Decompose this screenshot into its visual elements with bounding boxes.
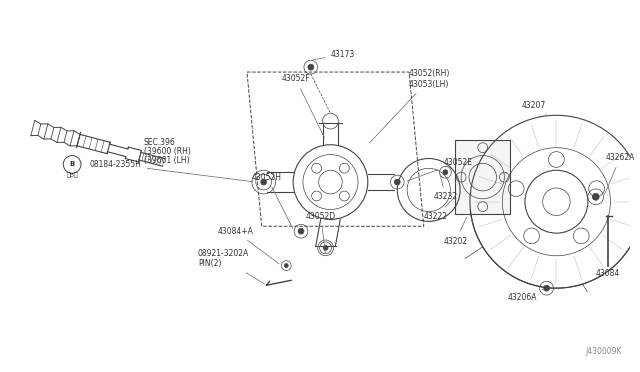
Circle shape	[260, 179, 267, 185]
Text: 43207: 43207	[522, 101, 547, 115]
Text: 43084+A: 43084+A	[218, 227, 279, 264]
Circle shape	[394, 179, 400, 185]
Circle shape	[308, 64, 314, 70]
Text: SEC.396: SEC.396	[144, 138, 175, 147]
Text: J430009K: J430009K	[586, 347, 622, 356]
Text: 43202: 43202	[444, 217, 468, 246]
Circle shape	[543, 285, 550, 291]
Text: 43173: 43173	[314, 50, 355, 60]
Circle shape	[284, 264, 288, 267]
Text: 43052H: 43052H	[252, 173, 293, 229]
Text: 43222: 43222	[424, 199, 453, 221]
Text: (39600 (RH): (39600 (RH)	[144, 147, 191, 156]
Text: 43262A: 43262A	[605, 153, 635, 194]
Text: 43052F: 43052F	[282, 74, 324, 137]
Text: 〈B〉: 〈B〉	[67, 172, 78, 178]
Text: 43052D: 43052D	[306, 212, 336, 253]
Text: 43084: 43084	[595, 269, 620, 278]
Text: 43052(RH)
43053(LH): 43052(RH) 43053(LH)	[370, 69, 451, 143]
Text: 43206A: 43206A	[508, 289, 544, 302]
Circle shape	[592, 193, 599, 200]
Text: 08184-2355H: 08184-2355H	[90, 160, 253, 182]
Text: B: B	[70, 161, 75, 167]
Text: 08921-3202A
PIN(2): 08921-3202A PIN(2)	[198, 249, 264, 284]
Text: 43052E: 43052E	[407, 158, 472, 181]
Bar	[455, 140, 510, 215]
Text: (39601 (LH): (39601 (LH)	[144, 156, 189, 165]
Text: 43232: 43232	[434, 175, 458, 201]
Circle shape	[323, 246, 328, 250]
Circle shape	[298, 228, 304, 234]
Circle shape	[443, 170, 448, 175]
